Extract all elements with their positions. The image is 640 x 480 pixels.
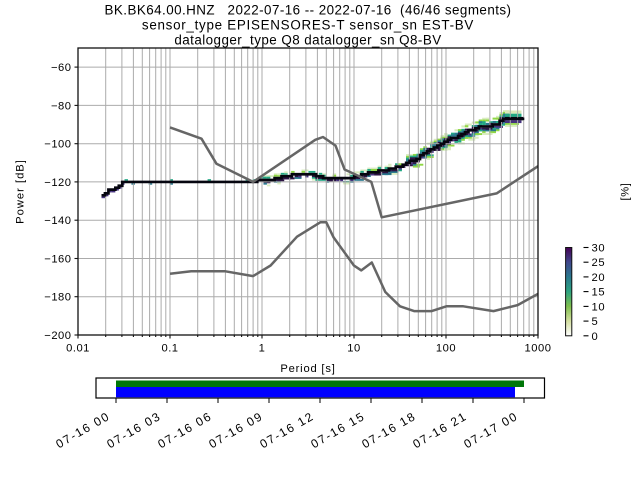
svg-text:−200: −200 <box>44 330 71 342</box>
svg-text:10: 10 <box>592 301 606 313</box>
svg-text:1000: 1000 <box>525 343 552 355</box>
svg-text:0: 0 <box>592 331 599 343</box>
svg-text:20: 20 <box>592 272 606 284</box>
svg-text:5: 5 <box>592 316 599 328</box>
svg-text:−60: −60 <box>51 62 71 74</box>
svg-text:30: 30 <box>592 243 606 255</box>
svg-text:0.1: 0.1 <box>161 343 178 355</box>
svg-text:BK.BK64.00.HNZ 2022-07-16 --: BK.BK64.00.HNZ 2022-07-16 -- 2022-07-16 … <box>105 3 512 18</box>
svg-text:−80: −80 <box>51 100 71 112</box>
svg-text:100: 100 <box>436 343 456 355</box>
svg-text:25: 25 <box>592 257 606 269</box>
svg-text:Period [s]: Period [s] <box>280 363 335 375</box>
svg-text:15: 15 <box>592 287 606 299</box>
svg-text:−160: −160 <box>44 254 71 266</box>
svg-text:−140: −140 <box>44 215 71 227</box>
svg-text:[%]: [%] <box>620 183 632 201</box>
svg-text:−120: −120 <box>44 177 71 189</box>
svg-text:10: 10 <box>347 343 360 355</box>
svg-text:1: 1 <box>259 343 266 355</box>
svg-text:sensor_type EPISENSORES-T sens: sensor_type EPISENSORES-T sensor_sn EST-… <box>142 18 474 33</box>
svg-text:−180: −180 <box>44 292 71 304</box>
svg-text:−100: −100 <box>44 139 71 151</box>
svg-text:datalogger_type Q8 datalogger_: datalogger_type Q8 datalogger_sn Q8-BV <box>174 33 441 48</box>
svg-text:0.01: 0.01 <box>66 343 90 355</box>
svg-text:Power [dB]: Power [dB] <box>15 159 27 224</box>
